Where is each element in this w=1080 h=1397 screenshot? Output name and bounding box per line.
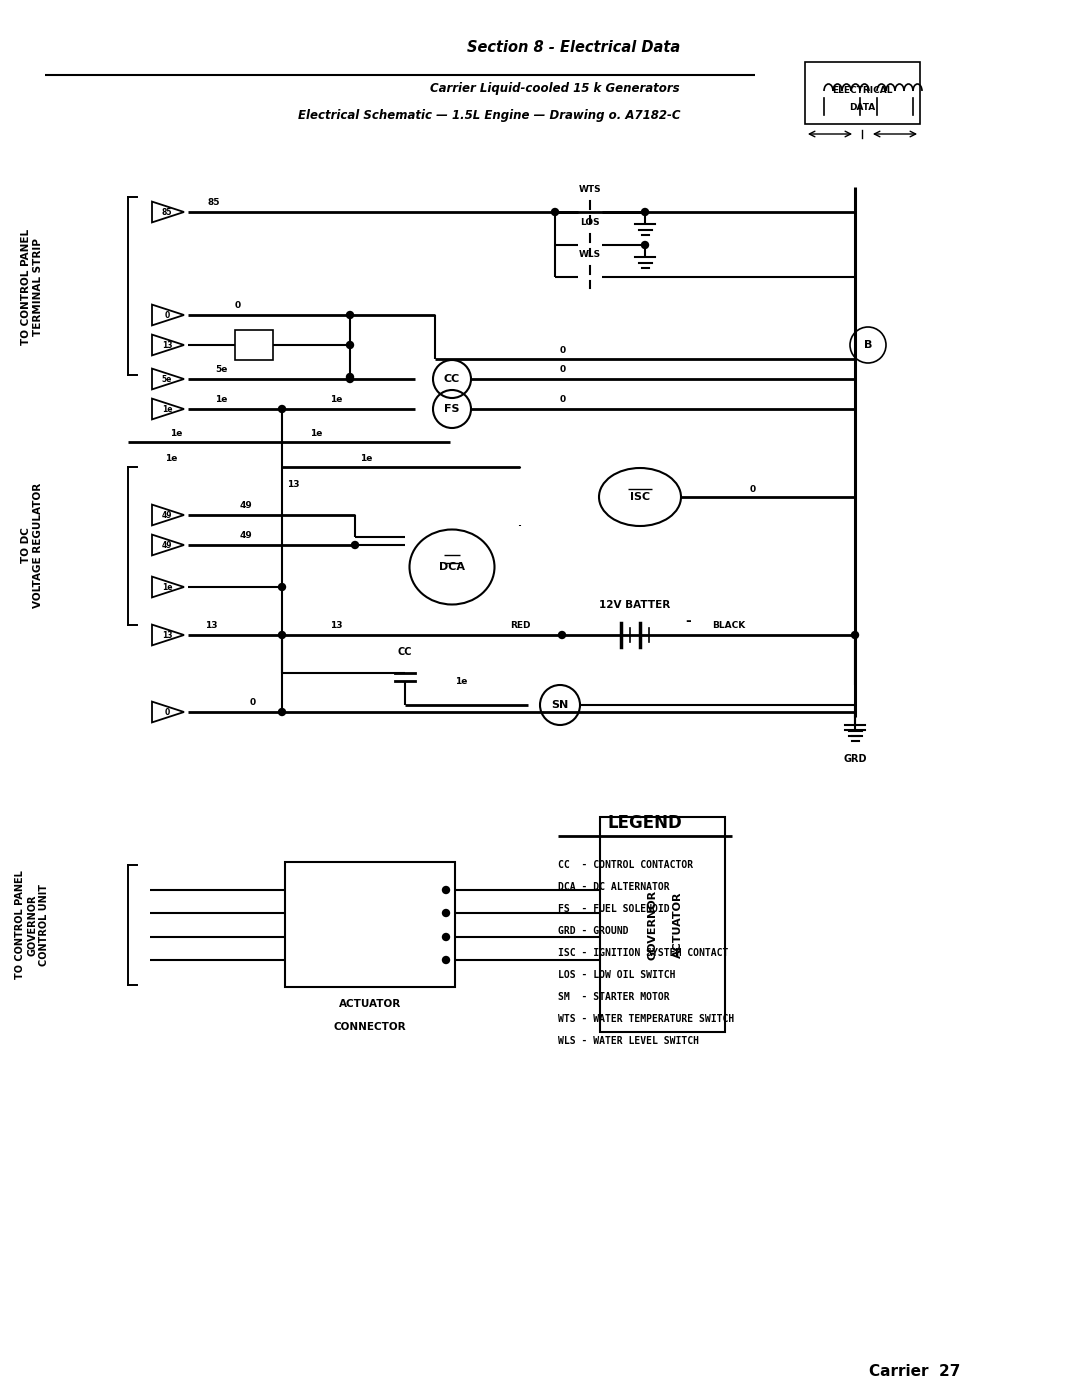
Text: 1e: 1e [162, 405, 172, 414]
Circle shape [347, 373, 353, 380]
Text: 0: 0 [561, 346, 566, 355]
Text: 1e: 1e [330, 395, 342, 404]
Circle shape [347, 341, 353, 348]
Text: WLS: WLS [579, 250, 602, 258]
Circle shape [443, 909, 449, 916]
Circle shape [279, 405, 285, 412]
Text: TO CONTROL PANEL
TERMINAL STRIP: TO CONTROL PANEL TERMINAL STRIP [22, 229, 43, 345]
Text: 0: 0 [750, 485, 756, 495]
Text: 13: 13 [330, 622, 342, 630]
Circle shape [347, 376, 353, 383]
Text: 85: 85 [208, 198, 220, 207]
Circle shape [642, 242, 648, 249]
Text: GOVERNOR: GOVERNOR [648, 890, 658, 960]
Text: 1e: 1e [170, 429, 183, 439]
Text: ELECTRICAL: ELECTRICAL [833, 85, 893, 95]
Text: SN: SN [552, 700, 569, 710]
Circle shape [851, 631, 859, 638]
Text: 5e: 5e [215, 365, 228, 374]
Text: GRD: GRD [843, 754, 867, 764]
Text: LEGEND: LEGEND [608, 814, 683, 833]
Text: 49: 49 [240, 502, 253, 510]
Text: 49: 49 [162, 510, 172, 520]
Text: Section 8 - Electrical Data: Section 8 - Electrical Data [467, 41, 680, 54]
Text: TO CONTROL PANEL
GOVERNOR
CONTROL UNIT: TO CONTROL PANEL GOVERNOR CONTROL UNIT [15, 870, 49, 979]
Text: DCA: DCA [438, 562, 465, 571]
Text: FS: FS [444, 404, 460, 414]
Text: WLS - WATER LEVEL SWITCH: WLS - WATER LEVEL SWITCH [558, 1037, 699, 1046]
Text: B: B [864, 339, 873, 351]
Text: WTS - WATER TEMPERATURE SWITCH: WTS - WATER TEMPERATURE SWITCH [558, 1014, 734, 1024]
Text: Electrical Schematic — 1.5L Engine — Drawing o. A7182-C: Electrical Schematic — 1.5L Engine — Dra… [297, 109, 680, 122]
Text: RED: RED [510, 622, 530, 630]
Text: 0: 0 [561, 395, 566, 404]
Bar [235, 330, 273, 360]
Circle shape [552, 208, 558, 215]
Circle shape [279, 584, 285, 591]
Circle shape [558, 631, 566, 638]
Text: 85: 85 [162, 208, 172, 217]
Text: 1e: 1e [455, 678, 468, 686]
Text: 5e: 5e [162, 374, 172, 384]
Bar [805, 61, 920, 124]
Circle shape [443, 933, 449, 940]
Text: 1e: 1e [360, 454, 373, 462]
Text: 0: 0 [561, 365, 566, 374]
Text: 49: 49 [240, 531, 253, 541]
Circle shape [279, 708, 285, 715]
Text: 49: 49 [162, 541, 172, 549]
Text: LOS: LOS [580, 218, 599, 226]
Bar [600, 817, 725, 1032]
Text: WTS: WTS [579, 184, 602, 194]
Circle shape [443, 887, 449, 894]
Text: 1e: 1e [165, 454, 177, 462]
Text: 13: 13 [205, 622, 217, 630]
Circle shape [443, 957, 449, 964]
Text: ISC - IGNITION SYSTEM CONTACT: ISC - IGNITION SYSTEM CONTACT [558, 949, 728, 958]
Text: 1e: 1e [310, 429, 322, 439]
Text: Carrier  27: Carrier 27 [868, 1363, 960, 1379]
Text: FS  - FUEL SOLENOID: FS - FUEL SOLENOID [558, 904, 670, 914]
Text: DATA: DATA [849, 102, 876, 112]
Text: ACTUATOR: ACTUATOR [339, 999, 401, 1009]
Text: 1e: 1e [162, 583, 172, 591]
Text: 12V BATTER: 12V BATTER [599, 599, 671, 610]
Text: CC: CC [444, 374, 460, 384]
Text: GRD - GROUND: GRD - GROUND [558, 926, 629, 936]
Text: 1e: 1e [215, 395, 228, 404]
Text: 0: 0 [164, 707, 170, 717]
Text: Carrier Liquid-cooled 15 k Generators: Carrier Liquid-cooled 15 k Generators [430, 82, 680, 95]
Circle shape [279, 631, 285, 638]
Text: ACTUATOR: ACTUATOR [673, 891, 683, 958]
Text: DCA - DC ALTERNATOR: DCA - DC ALTERNATOR [558, 882, 670, 893]
Text: CONNECTOR: CONNECTOR [334, 1023, 406, 1032]
Circle shape [347, 312, 353, 319]
Text: 13: 13 [162, 630, 172, 640]
Text: SM  - STARTER MOTOR: SM - STARTER MOTOR [558, 992, 670, 1002]
Text: BLACK: BLACK [712, 622, 745, 630]
Bar [285, 862, 455, 988]
Text: 0: 0 [235, 300, 241, 310]
Text: 13: 13 [287, 481, 299, 489]
Text: CC: CC [397, 647, 413, 657]
Circle shape [642, 208, 648, 215]
Text: TO DC
VOLTAGE REGULATOR: TO DC VOLTAGE REGULATOR [22, 482, 43, 608]
Text: -: - [685, 615, 691, 629]
Text: 0: 0 [249, 698, 256, 707]
Circle shape [351, 542, 359, 549]
Text: 0: 0 [164, 310, 170, 320]
Text: CC  - CONTROL CONTACTOR: CC - CONTROL CONTACTOR [558, 861, 693, 870]
Text: LOS - LOW OIL SWITCH: LOS - LOW OIL SWITCH [558, 970, 675, 981]
Text: 13: 13 [162, 341, 172, 349]
Text: ISC: ISC [630, 492, 650, 502]
